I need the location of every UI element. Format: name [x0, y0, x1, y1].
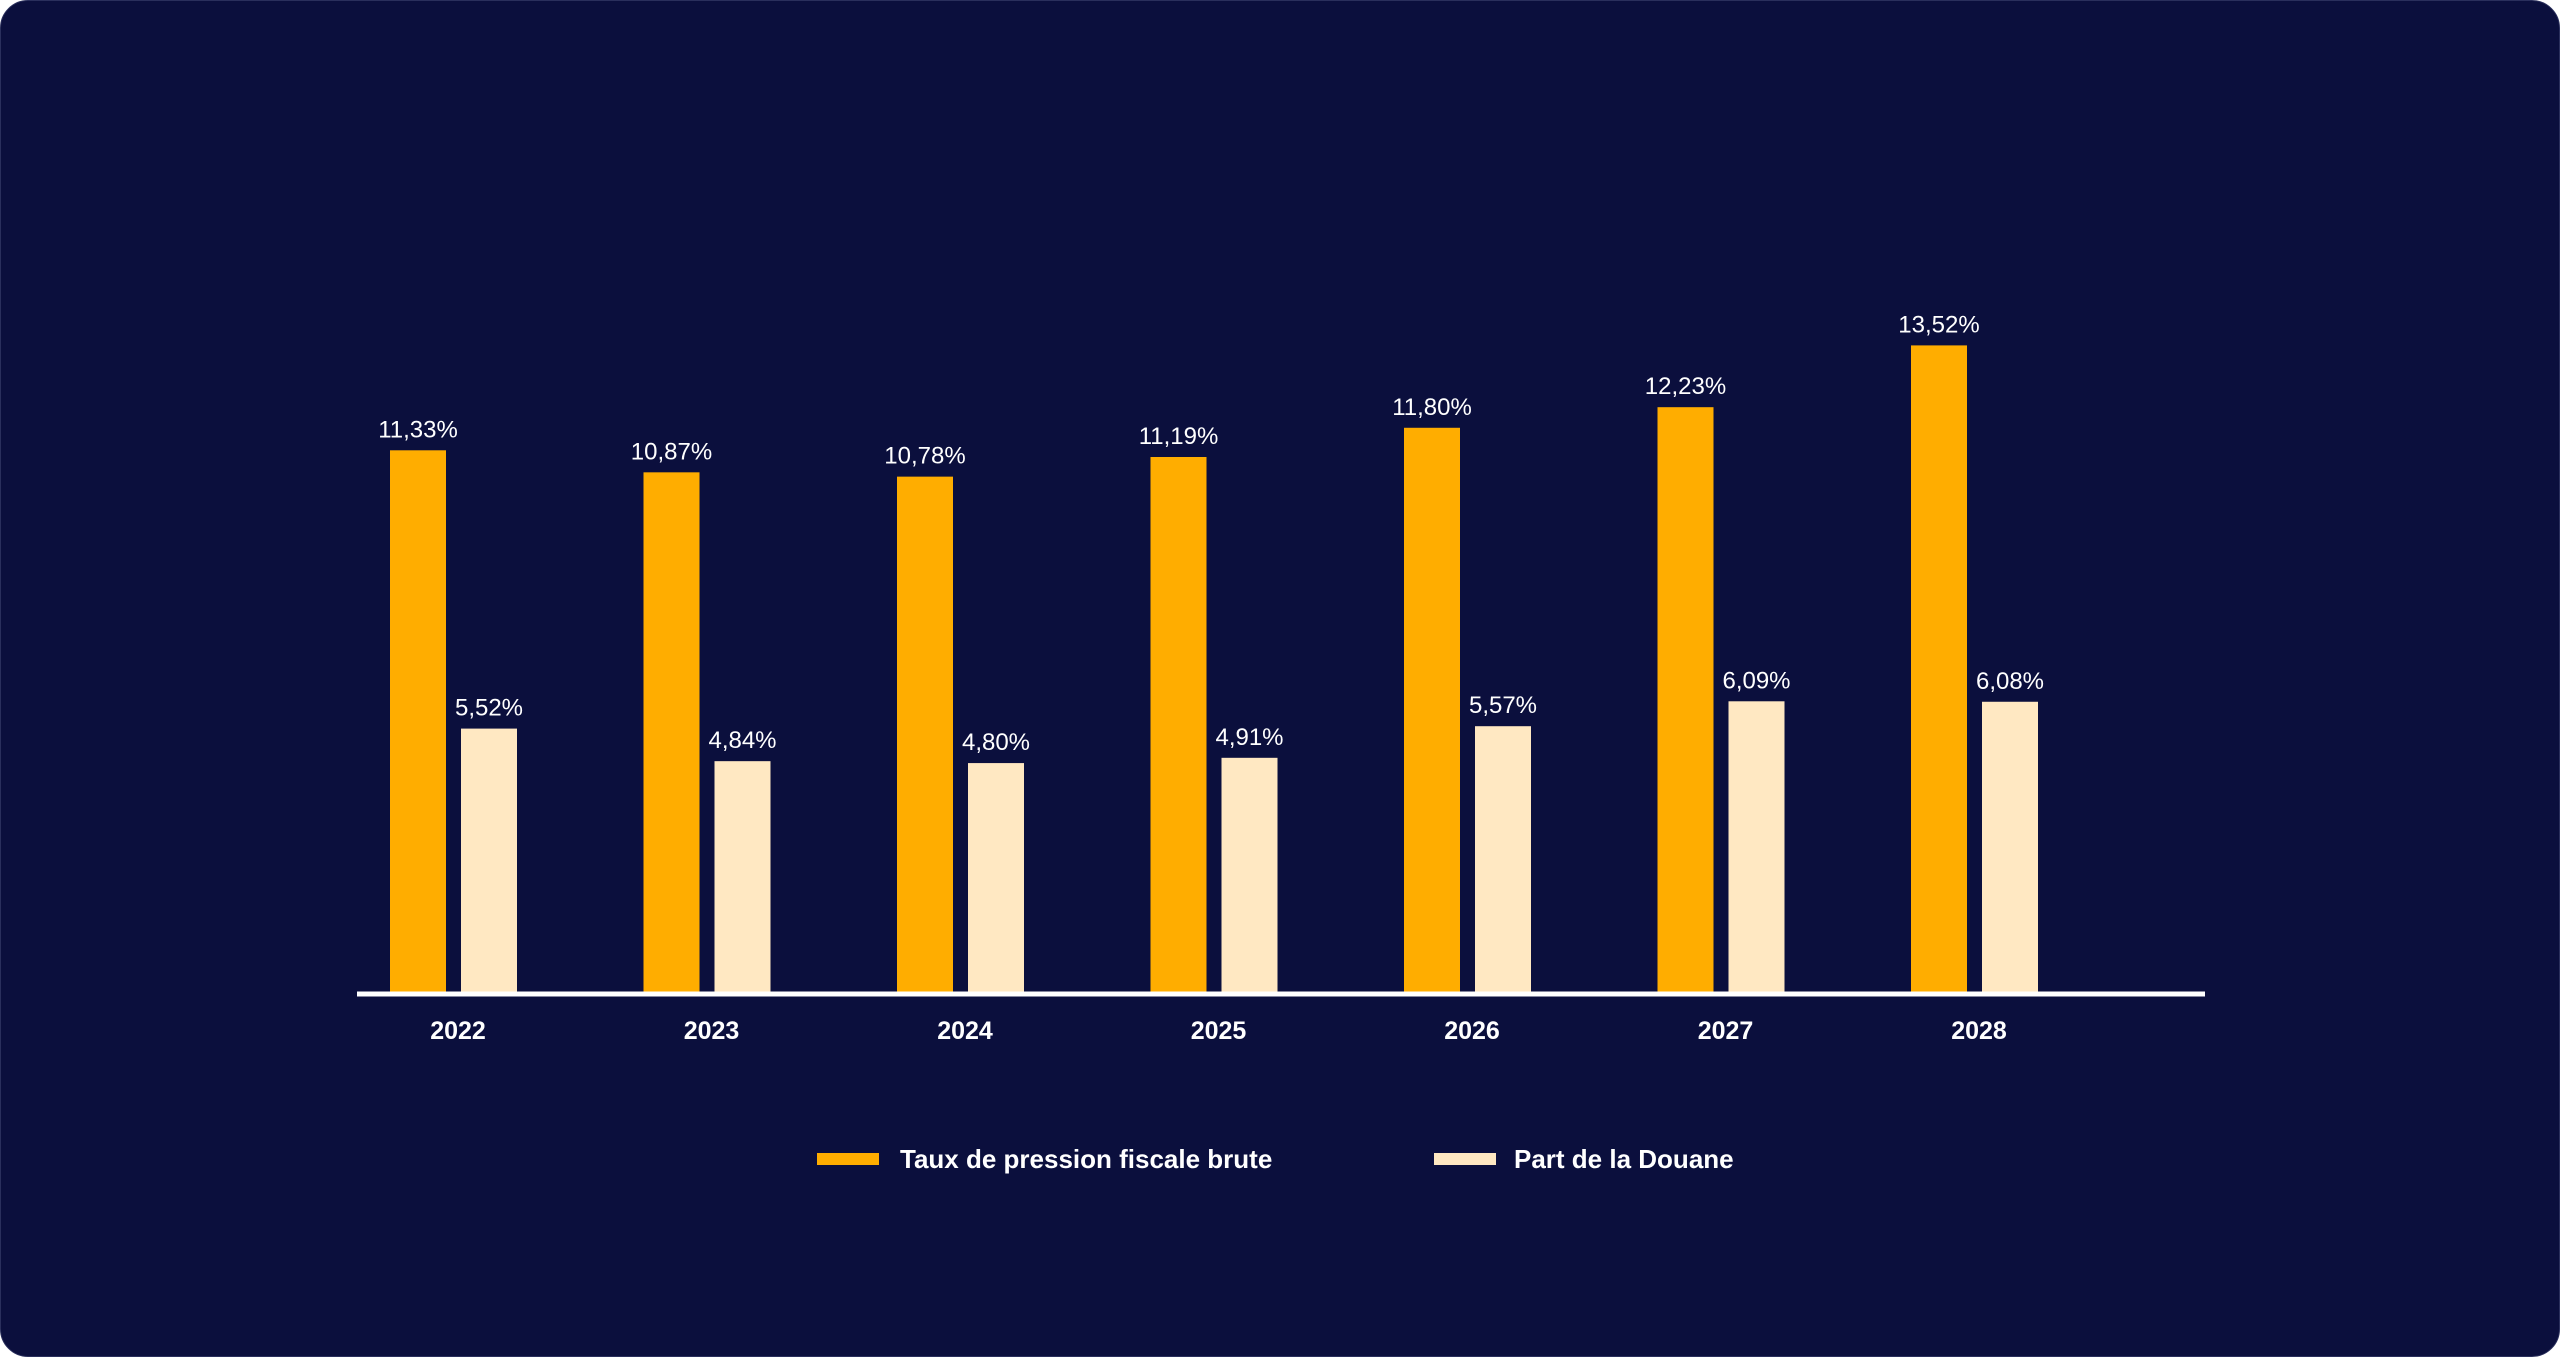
bar-douane-2025 — [1221, 757, 1278, 993]
x-tick-label-2022: 2022 — [430, 1017, 486, 1045]
value-label-douane-2024: 4,80% — [962, 729, 1030, 756]
value-label-pression-2022: 11,33% — [378, 416, 458, 443]
value-label-douane-2027: 6,09% — [1722, 667, 1790, 694]
legend: Taux de pression fiscale brute Part de la… — [817, 1144, 1734, 1174]
value-label-pression-2025: 11,19% — [1139, 423, 1219, 450]
legend-item-pression: Taux de pression fiscale brute — [817, 1144, 1272, 1174]
legend-swatch-pression — [817, 1153, 879, 1165]
x-tick-labels-group: 2022 2023 2024 2025 2026 2027 2028 — [430, 1017, 2007, 1045]
value-label-pression-2026: 11,80% — [1392, 394, 1472, 421]
legend-label-pression: Taux de pression fiscale brute — [900, 1144, 1272, 1174]
bar-pression-2024 — [897, 476, 953, 993]
value-label-douane-2025: 4,91% — [1215, 724, 1283, 751]
value-label-pression-2024: 10,78% — [884, 443, 965, 470]
value-label-pression-2027: 12,23% — [1645, 373, 1726, 400]
value-label-douane-2026: 5,57% — [1469, 692, 1537, 719]
bar-pression-2022 — [390, 450, 446, 994]
bar-douane-2023 — [714, 761, 771, 993]
bar-douane-2027 — [1728, 701, 1785, 993]
bars-group — [390, 345, 2038, 994]
legend-swatch-douane — [1434, 1153, 1496, 1165]
x-tick-label-2025: 2025 — [1191, 1017, 1247, 1045]
value-label-pression-2023: 10,87% — [631, 438, 712, 465]
bar-douane-2026 — [1475, 726, 1531, 993]
bar-pression-2023 — [643, 472, 700, 993]
value-label-douane-2023: 4,84% — [708, 727, 776, 754]
x-tick-label-2026: 2026 — [1444, 1017, 1500, 1045]
bar-pression-2028 — [1911, 345, 1967, 994]
bar-douane-2024 — [968, 763, 1024, 993]
legend-label-douane: Part de la Douane — [1514, 1144, 1734, 1174]
legend-item-douane: Part de la Douane — [1434, 1144, 1734, 1174]
x-tick-label-2028: 2028 — [1951, 1017, 2007, 1045]
x-tick-label-2023: 2023 — [684, 1017, 740, 1045]
x-tick-label-2024: 2024 — [937, 1017, 993, 1045]
bar-douane-2028 — [1982, 701, 2038, 993]
bar-pression-2025 — [1150, 456, 1207, 993]
value-label-douane-2028: 6,08% — [1976, 668, 2044, 695]
bar-douane-2022 — [461, 728, 517, 993]
bar-pression-2027 — [1657, 407, 1714, 994]
value-label-pression-2028: 13,52% — [1898, 311, 1979, 338]
value-labels-group: 11,33% 5,52% 10,87% 4,84% 10,78% 4,80% 11,19% 4… — [378, 311, 2044, 756]
x-tick-label-2027: 2027 — [1698, 1017, 1754, 1045]
bar-pression-2026 — [1404, 427, 1460, 993]
value-label-douane-2022: 5,52% — [455, 695, 523, 722]
